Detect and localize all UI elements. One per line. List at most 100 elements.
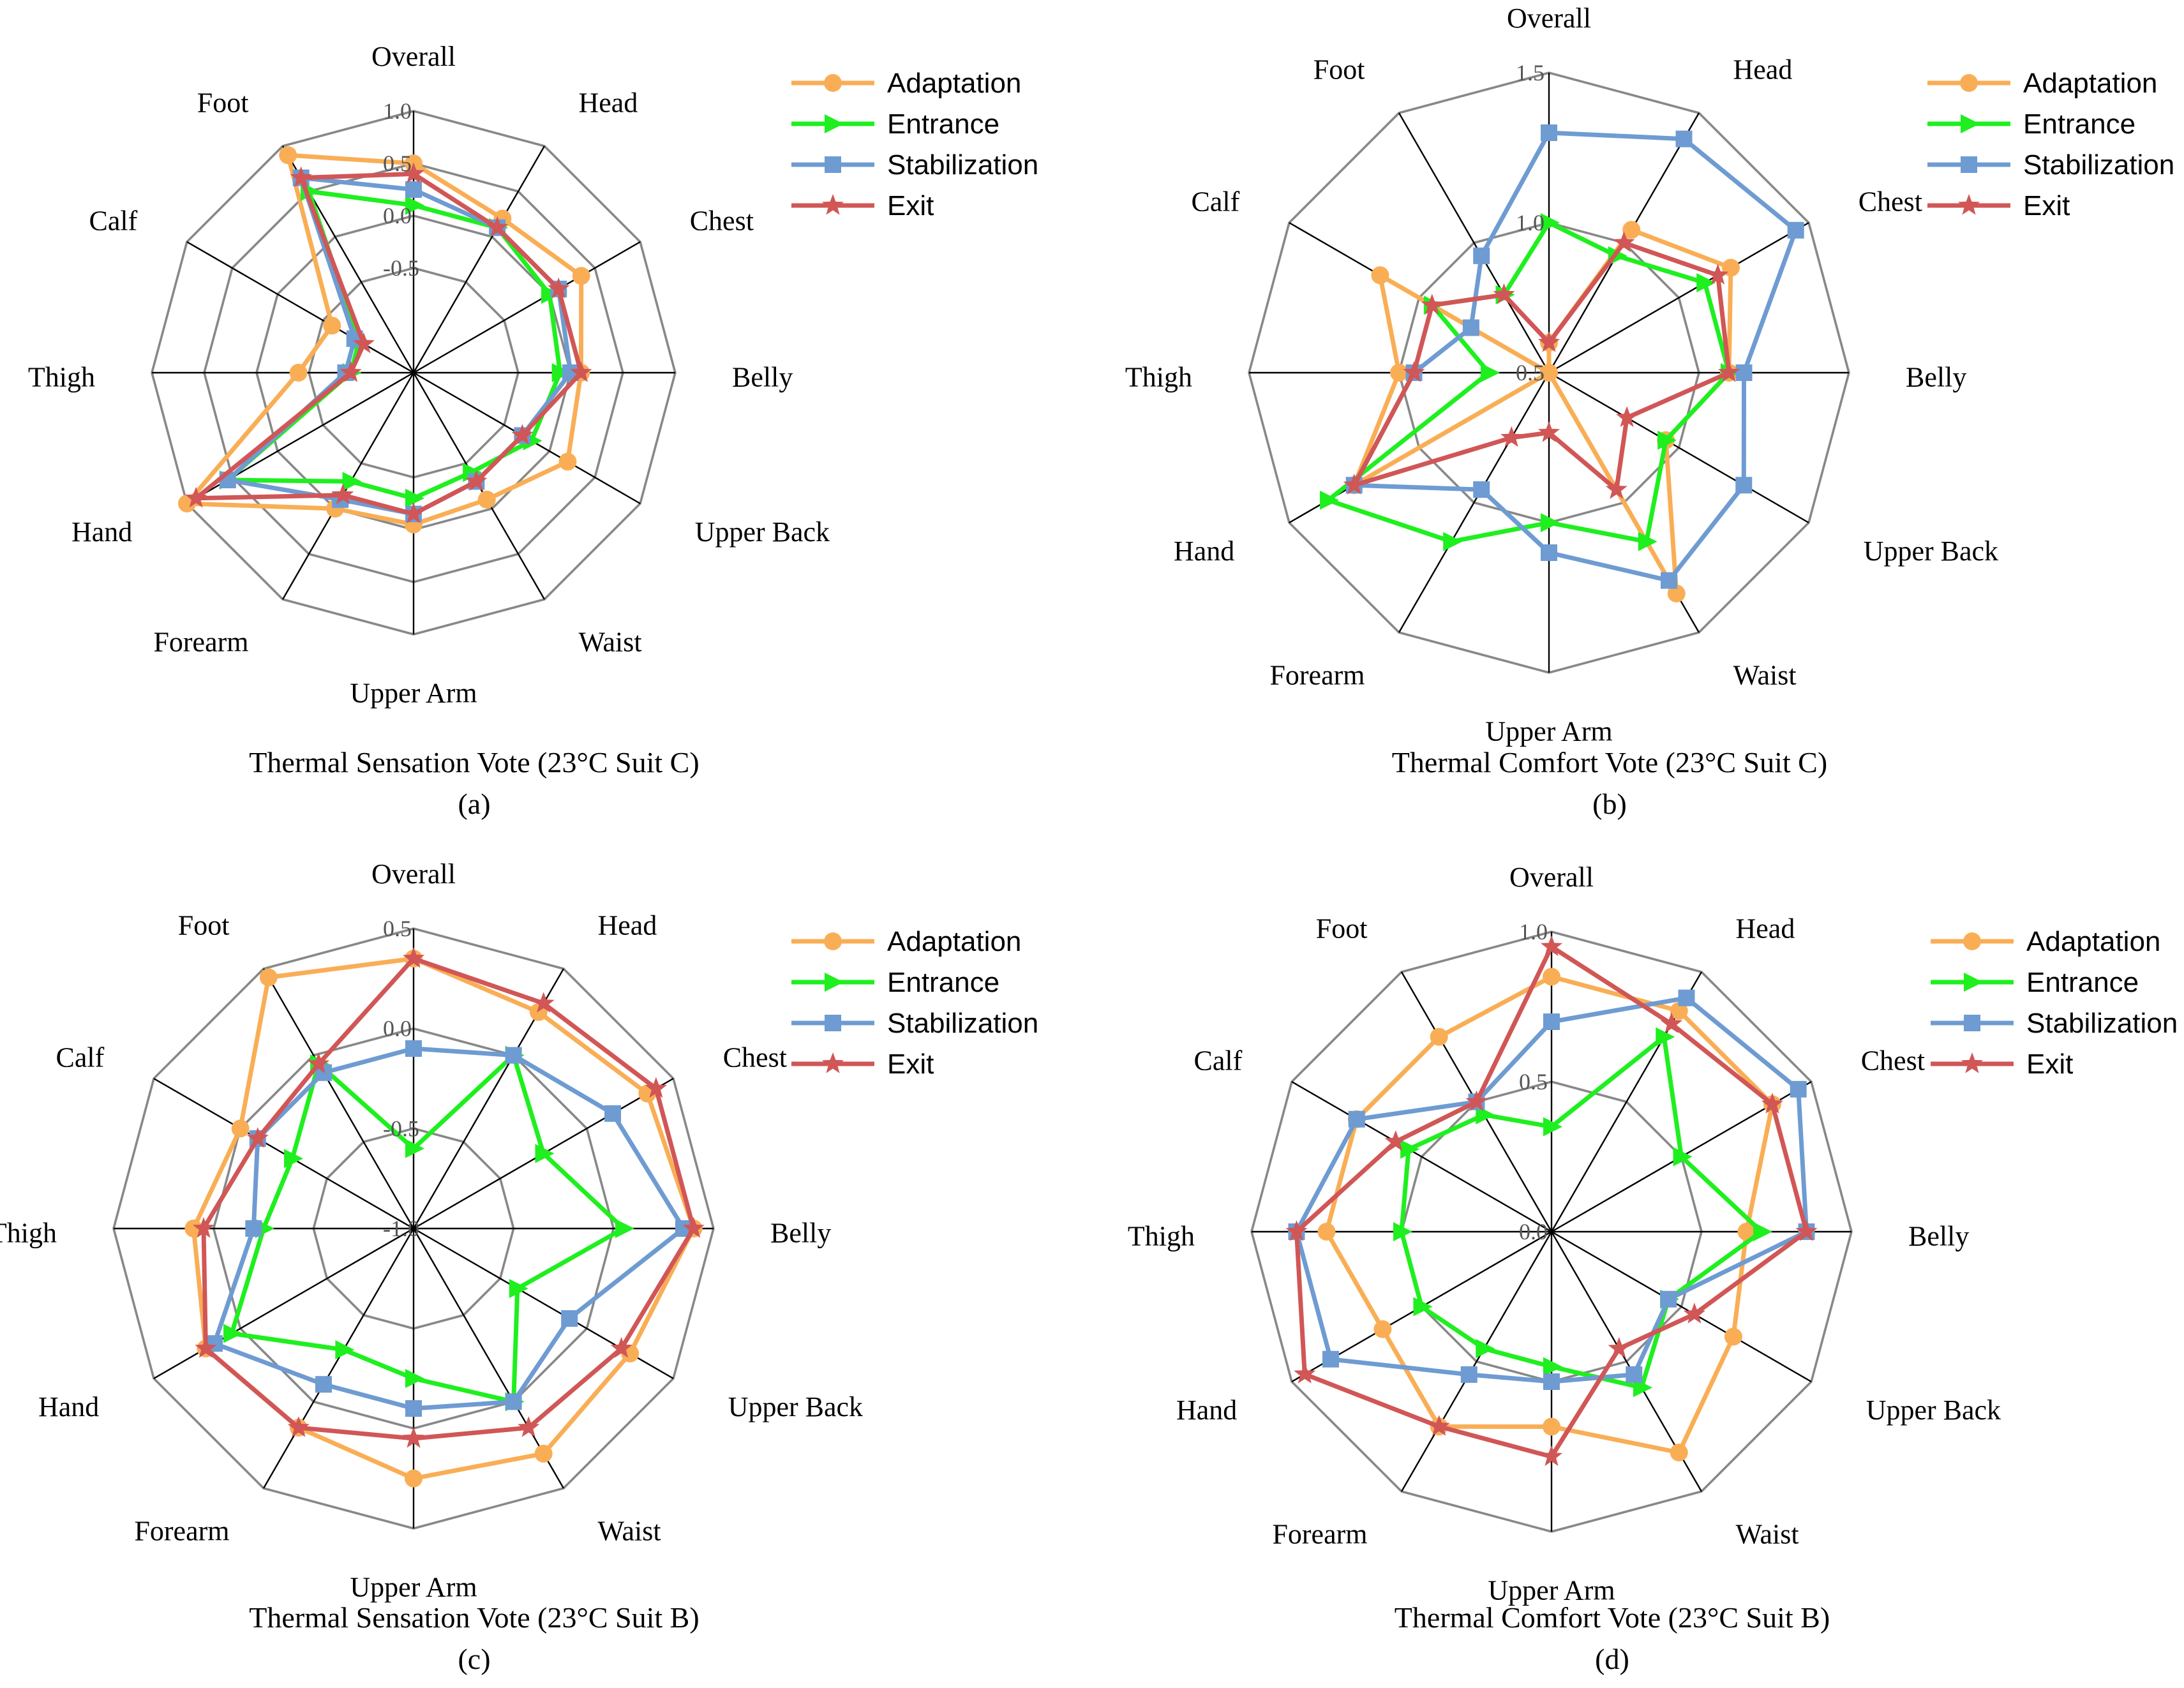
data-point-forearm xyxy=(1476,1339,1495,1359)
category-label-upper-arm: Upper Arm xyxy=(1488,1575,1615,1606)
chart-title: Thermal Sensation Vote (23°C Suit B) xyxy=(249,1601,699,1634)
category-label-hand: Hand xyxy=(71,516,132,548)
legend-marker-entrance xyxy=(1961,114,1980,133)
category-label-waist: Waist xyxy=(579,627,642,658)
data-point-overall xyxy=(1541,213,1560,232)
data-point-waist xyxy=(1605,478,1627,499)
axis-spoke xyxy=(1548,371,1809,524)
data-point-belly xyxy=(1737,1223,1756,1241)
data-point-hand xyxy=(1373,1320,1392,1338)
data-point-head xyxy=(1675,130,1693,147)
tick-label: 0.5 xyxy=(383,151,412,176)
data-point-thigh xyxy=(1481,363,1500,382)
data-point-chest xyxy=(1707,264,1729,285)
legend-label-entrance: Entrance xyxy=(887,108,999,140)
axis-spoke xyxy=(262,1228,415,1489)
data-point-foot xyxy=(1493,283,1515,304)
legend-marker-adaptation xyxy=(1960,74,1978,92)
legend-label-adaptation: Adaptation xyxy=(2023,68,2157,99)
data-point-foot xyxy=(1430,1027,1448,1046)
data-point-waist xyxy=(534,1444,553,1463)
data-point-upper-arm xyxy=(405,1400,422,1417)
category-label-calf: Calf xyxy=(89,205,138,237)
series-exit xyxy=(1343,231,1740,499)
data-point-waist xyxy=(465,470,488,491)
category-label-forearm: Forearm xyxy=(1269,660,1365,691)
tick-label: 0.0 xyxy=(1519,1219,1548,1244)
category-label-overall: Overall xyxy=(371,41,456,72)
tick-label: -0.5 xyxy=(383,1116,419,1141)
data-point-forearm xyxy=(342,472,362,491)
category-label-overall: Overall xyxy=(371,858,456,890)
data-point-thigh xyxy=(184,1220,203,1237)
legend-label-stabilization: Stabilization xyxy=(887,1008,1038,1039)
category-label-hand: Hand xyxy=(1176,1394,1237,1426)
category-label-calf: Calf xyxy=(56,1042,105,1073)
data-point-upper-arm xyxy=(1541,544,1557,561)
category-label-waist: Waist xyxy=(598,1516,661,1547)
axis-spoke xyxy=(1398,112,1550,373)
data-point-foot xyxy=(279,146,297,165)
data-point-upper-arm xyxy=(1543,1417,1560,1436)
category-label-belly: Belly xyxy=(732,362,793,393)
data-point-forearm xyxy=(1473,481,1490,498)
legend-marker-stabilization xyxy=(825,1015,841,1031)
category-label-upper-arm: Upper Arm xyxy=(350,678,477,709)
data-point-calf xyxy=(323,317,341,335)
data-point-hand xyxy=(1322,1350,1340,1368)
data-point-chest xyxy=(1761,1093,1784,1114)
axis-spoke xyxy=(1400,1231,1553,1492)
axis-spoke xyxy=(1291,1080,1552,1233)
axis-spoke xyxy=(262,968,415,1229)
data-point-waist xyxy=(505,1393,522,1410)
data-point-waist xyxy=(463,463,482,482)
data-point-thigh xyxy=(192,1217,215,1238)
data-point-waist xyxy=(1608,1337,1630,1358)
data-point-upper-back xyxy=(1735,477,1753,494)
series-exit xyxy=(192,947,705,1448)
chart-sublabel: (d) xyxy=(1595,1643,1629,1675)
data-point-belly xyxy=(1753,1222,1772,1241)
legend: Adaptation Entrance Stabilization Exit xyxy=(1927,68,2174,221)
data-point-thigh xyxy=(1403,361,1425,382)
data-point-head xyxy=(1660,1012,1683,1033)
data-point-head xyxy=(1670,1002,1688,1020)
data-point-waist xyxy=(518,1416,540,1437)
data-point-overall xyxy=(405,1040,422,1057)
data-point-thigh xyxy=(1317,1223,1336,1241)
legend: Adaptation Entrance Stabilization Exit xyxy=(791,926,1038,1080)
category-label-upper-arm: Upper Arm xyxy=(350,1572,477,1603)
category-label-head: Head xyxy=(579,87,638,118)
data-point-upper-back xyxy=(1657,430,1677,450)
data-point-overall xyxy=(405,1139,424,1158)
data-point-belly xyxy=(1735,364,1753,381)
chart-title: Thermal Comfort Vote (23°C Suit B) xyxy=(1395,1601,1830,1634)
tick-label: 0.5 xyxy=(383,916,412,941)
axis-spoke xyxy=(153,1077,414,1230)
radar-chart-d: 1.0 0.5 0.0 Overall Head Chest Belly Upper Back… xyxy=(1128,862,2178,1675)
data-point-upper-arm xyxy=(1543,1373,1560,1390)
legend-marker-adaptation xyxy=(824,74,842,92)
tick-label: 1.0 xyxy=(1516,210,1545,235)
data-point-belly xyxy=(570,361,592,382)
category-label-overall: Overall xyxy=(1507,3,1591,34)
category-label-calf: Calf xyxy=(1192,186,1240,218)
legend: Adaptation Entrance Stabilization Exit xyxy=(791,68,1038,221)
data-point-head xyxy=(1622,221,1641,239)
data-point-calf xyxy=(352,332,375,354)
axis-spoke xyxy=(1398,372,1550,633)
chart-title: Thermal Comfort Vote (23°C Suit C) xyxy=(1392,746,1827,779)
data-point-calf xyxy=(284,1149,304,1169)
data-point-overall xyxy=(402,162,425,183)
data-point-upper-arm xyxy=(1537,421,1560,442)
data-point-overall xyxy=(1540,935,1563,957)
data-point-upper-arm xyxy=(1543,1357,1562,1377)
data-point-overall xyxy=(405,181,422,198)
category-label-upper-back: Upper Back xyxy=(728,1391,863,1423)
chart-sublabel: (b) xyxy=(1592,788,1627,820)
legend-marker-adaptation xyxy=(1963,932,1981,950)
data-point-thigh xyxy=(1390,364,1408,382)
data-point-upper-back xyxy=(1616,406,1638,428)
category-label-foot: Foot xyxy=(1313,54,1365,85)
data-point-belly xyxy=(1795,1220,1818,1241)
